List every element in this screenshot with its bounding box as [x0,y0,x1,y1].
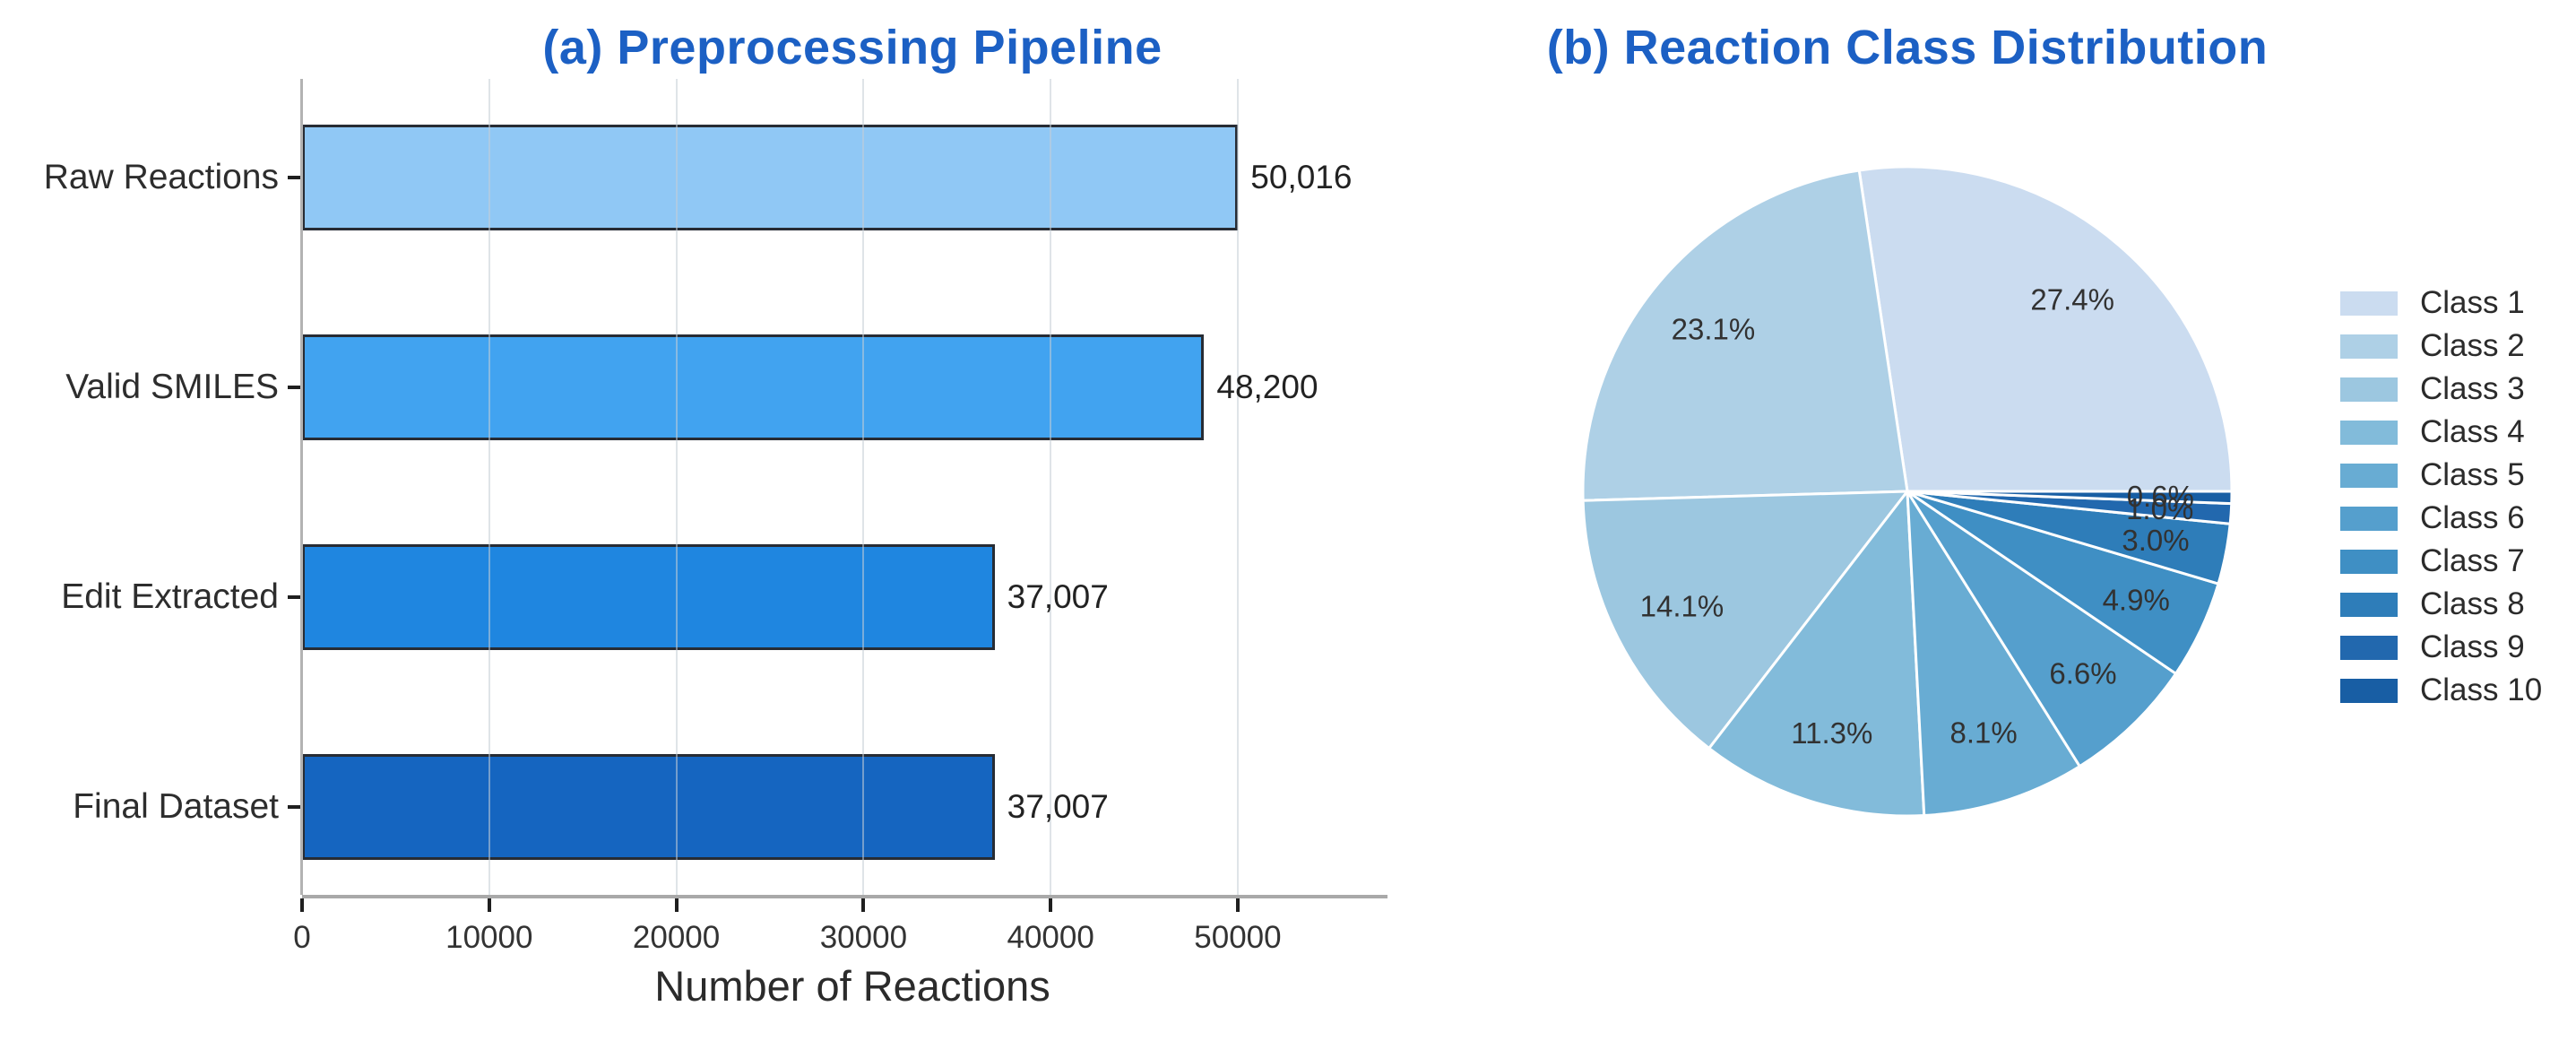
y-tick-valid-smiles [288,386,300,389]
pie-slice-class-8 [1906,490,2232,586]
legend-row-class-2: Class 2 [2340,325,2542,368]
pie-pct-label-class-9: 1.0% [2126,492,2193,525]
legend-swatch-class-8 [2340,592,2398,617]
legend-label-class-5: Class 5 [2420,457,2525,492]
pie-legend: Class 1 Class 2 Class 3 Class 4 Class 5 Class… [2340,282,2542,712]
y-tick-final-dataset [288,805,300,809]
pie-slice-class-1 [1857,165,2234,493]
pie-slice-class-6 [1906,490,2178,768]
legend-row-class-10: Class 10 [2340,669,2542,712]
bar-chart-title: (a) Preprocessing Pipeline [542,21,1163,74]
legend-swatch-class-6 [2340,506,2398,531]
x-tick-0 [300,898,304,912]
legend-row-class-4: Class 4 [2340,411,2542,454]
legend-swatch-class-4 [2340,420,2398,445]
legend-label-class-6: Class 6 [2420,500,2525,535]
legend-label-class-10: Class 10 [2420,672,2543,707]
category-label-raw-reactions: Raw Reactions [43,158,279,196]
legend-row-class-5: Class 5 [2340,454,2542,497]
value-label-raw-reactions: 50,016 [1250,159,1353,195]
pie-slice-class-4 [1707,490,1926,818]
legend-row-class-1: Class 1 [2340,282,2542,325]
legend-swatch-class-9 [2340,635,2398,660]
category-label-edit-extracted: Edit Extracted [61,577,279,616]
y-axis-spine [300,79,303,895]
pie-slice-class-2 [1581,169,1909,502]
pie-slice-class-5 [1906,490,2081,818]
x-tick-label-50000: 50000 [1194,920,1282,955]
pie-pct-label-class-5: 8.1% [1949,716,2017,750]
pie-pct-label-class-6: 6.6% [2049,657,2116,690]
value-label-edit-extracted: 37,007 [1007,578,1109,615]
x-axis-spine [302,895,1387,898]
legend-swatch-class-5 [2340,463,2398,488]
category-label-valid-smiles: Valid SMILES [65,368,279,406]
legend-label-class-4: Class 4 [2420,414,2525,449]
legend-label-class-2: Class 2 [2420,328,2525,363]
legend-row-class-3: Class 3 [2340,368,2542,411]
bar-raw-reactions [302,125,1239,230]
bar-valid-smiles [302,334,1205,440]
pie-pct-label-class-2: 23.1% [1672,312,1756,345]
bar-final-dataset [302,754,995,860]
x-tick-30000 [861,898,866,912]
y-tick-edit-extracted [288,595,300,599]
pie-slice-class-7 [1906,490,2220,675]
y-tick-raw-reactions [288,176,300,179]
x-tick-label-10000: 10000 [445,920,533,955]
legend-row-class-8: Class 8 [2340,583,2542,626]
pie-slice-class-3 [1581,490,1909,750]
legend-label-class-3: Class 3 [2420,371,2525,406]
legend-row-class-9: Class 9 [2340,626,2542,669]
legend-label-class-9: Class 9 [2420,629,2525,664]
x-tick-label-0: 0 [293,920,311,955]
x-tick-label-30000: 30000 [819,920,908,955]
x-tick-label-40000: 40000 [1007,920,1094,955]
value-label-final-dataset: 37,007 [1007,788,1109,825]
category-label-final-dataset: Final Dataset [73,787,279,826]
bar-edit-extracted [302,544,995,650]
pie-pct-label-class-10: 0.6% [2127,480,2194,513]
pie-pct-label-class-4: 11.3% [1791,716,1872,750]
pie-chart-title: (b) Reaction Class Distribution [1546,21,2269,74]
x-tick-40000 [1049,898,1053,912]
pie-pct-label-class-3: 14.1% [1640,590,1725,623]
legend-swatch-class-3 [2340,377,2398,402]
legend-label-class-7: Class 7 [2420,543,2525,578]
pie-pct-label-class-1: 27.4% [2030,283,2114,317]
legend-label-class-8: Class 8 [2420,586,2525,621]
legend-swatch-class-10 [2340,678,2398,703]
legend-swatch-class-7 [2340,549,2398,574]
legend-row-class-6: Class 6 [2340,497,2542,540]
value-label-valid-smiles: 48,200 [1216,369,1318,405]
legend-label-class-1: Class 1 [2420,285,2525,320]
x-tick-20000 [674,898,679,912]
x-tick-50000 [1235,898,1240,912]
x-axis-label: Number of Reactions [654,962,1050,1010]
pie-pct-label-class-8: 3.0% [2122,524,2189,557]
legend-row-class-7: Class 7 [2340,540,2542,583]
legend-swatch-class-1 [2340,291,2398,316]
pie-pct-label-class-7: 4.9% [2103,583,2170,616]
pie-slice-class-9 [1906,490,2234,525]
pie-slice-class-10 [1906,490,2234,506]
legend-swatch-class-2 [2340,334,2398,359]
x-tick-label-20000: 20000 [632,920,721,955]
x-tick-10000 [487,898,491,912]
